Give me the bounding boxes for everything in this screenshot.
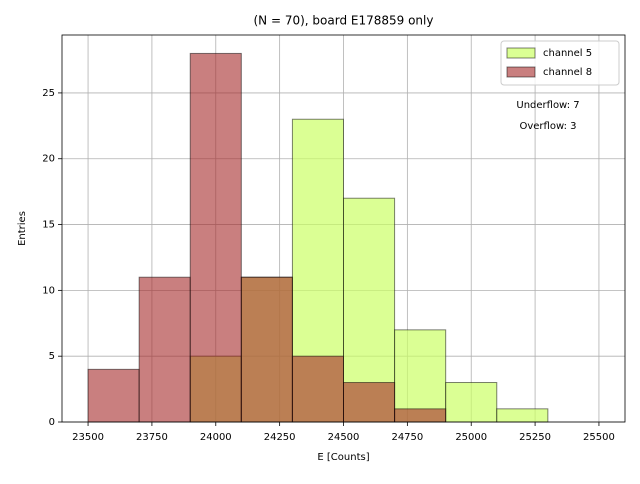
chart-title: (N = 70), board E178859 only — [254, 14, 434, 28]
y-tick-label: 10 — [42, 285, 55, 296]
x-tick-label: 23500 — [72, 432, 104, 443]
y-tick-label: 15 — [42, 220, 55, 231]
legend-label: channel 5 — [543, 48, 592, 59]
x-tick-label: 24750 — [391, 432, 423, 443]
bar — [138, 276, 191, 423]
bar — [87, 368, 140, 423]
legend-swatch — [506, 47, 536, 59]
x-tick-label: 24000 — [200, 432, 232, 443]
legend-swatch — [506, 66, 536, 78]
bar — [343, 382, 396, 423]
x-tick-label: 25000 — [455, 432, 487, 443]
annotation: Overflow: 3 — [519, 121, 576, 132]
x-tick-label: 24500 — [328, 432, 360, 443]
bar — [240, 276, 293, 423]
plot-frame — [61, 34, 626, 423]
x-tick-label: 25500 — [583, 432, 615, 443]
bar — [496, 408, 549, 423]
x-tick-label: 25250 — [519, 432, 551, 443]
legend-label: channel 8 — [543, 67, 592, 78]
bar — [291, 355, 344, 423]
annotation: Underflow: 7 — [516, 100, 579, 111]
y-tick-label: 0 — [49, 417, 55, 428]
bar — [189, 52, 242, 423]
y-tick-label: 20 — [42, 154, 55, 165]
bar — [394, 329, 447, 423]
y-tick-label: 5 — [49, 351, 55, 362]
x-tick-label: 23750 — [136, 432, 168, 443]
x-axis-label: E [Counts] — [317, 452, 369, 463]
x-tick-label: 24250 — [264, 432, 296, 443]
bar — [445, 382, 498, 423]
y-tick-label: 25 — [42, 88, 55, 99]
y-axis-label: Entries — [17, 211, 28, 246]
bar — [394, 408, 447, 423]
